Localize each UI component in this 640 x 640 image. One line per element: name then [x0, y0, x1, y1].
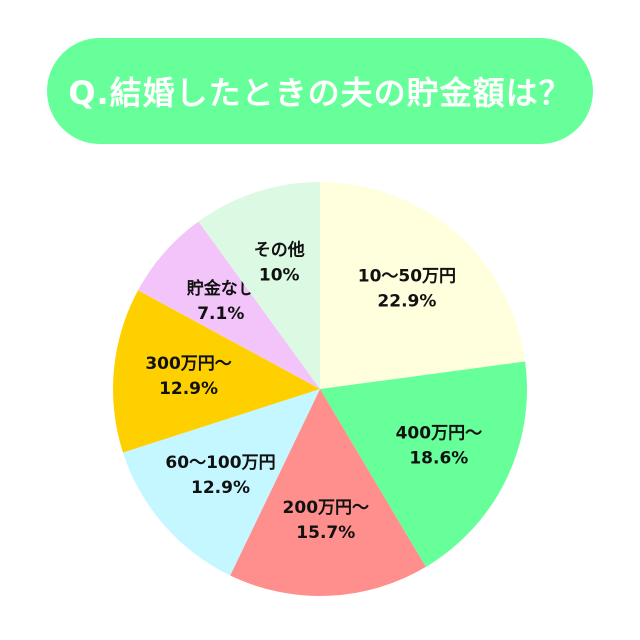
slice-value-label: 15.7%	[296, 523, 355, 543]
slice-name-label: 貯金なし	[187, 278, 255, 299]
pie-slice-6	[138, 221, 320, 389]
pie-slice-5	[113, 290, 320, 453]
pie-slice-7	[198, 182, 320, 389]
slice-name-label: 60〜100万円	[165, 453, 275, 473]
chart-title: Q.結婚したときの夫の貯金額は？	[68, 74, 572, 112]
slice-name-label: 200万円〜	[283, 498, 370, 518]
slice-value-label: 18.6%	[409, 448, 468, 468]
pie-slice-4	[123, 389, 320, 576]
slice-name-label: その他	[254, 239, 305, 260]
slice-value-label: 10%	[259, 265, 300, 285]
slice-value-label: 12.9%	[159, 379, 218, 399]
slice-value-label: 7.1%	[197, 304, 244, 324]
slice-name-label: 10〜50万円	[358, 267, 456, 287]
slice-name-label: 400万円〜	[396, 423, 483, 443]
title-banner: Q.結婚したときの夫の貯金額は？	[47, 38, 593, 144]
slice-name-label: 300万円〜	[145, 354, 232, 374]
pie-slice-2	[320, 361, 527, 567]
slice-value-label: 12.9%	[191, 478, 250, 498]
slice-value-label: 22.9%	[377, 292, 436, 312]
pie-slice-3	[230, 389, 426, 596]
pie-slice-1	[320, 182, 526, 389]
